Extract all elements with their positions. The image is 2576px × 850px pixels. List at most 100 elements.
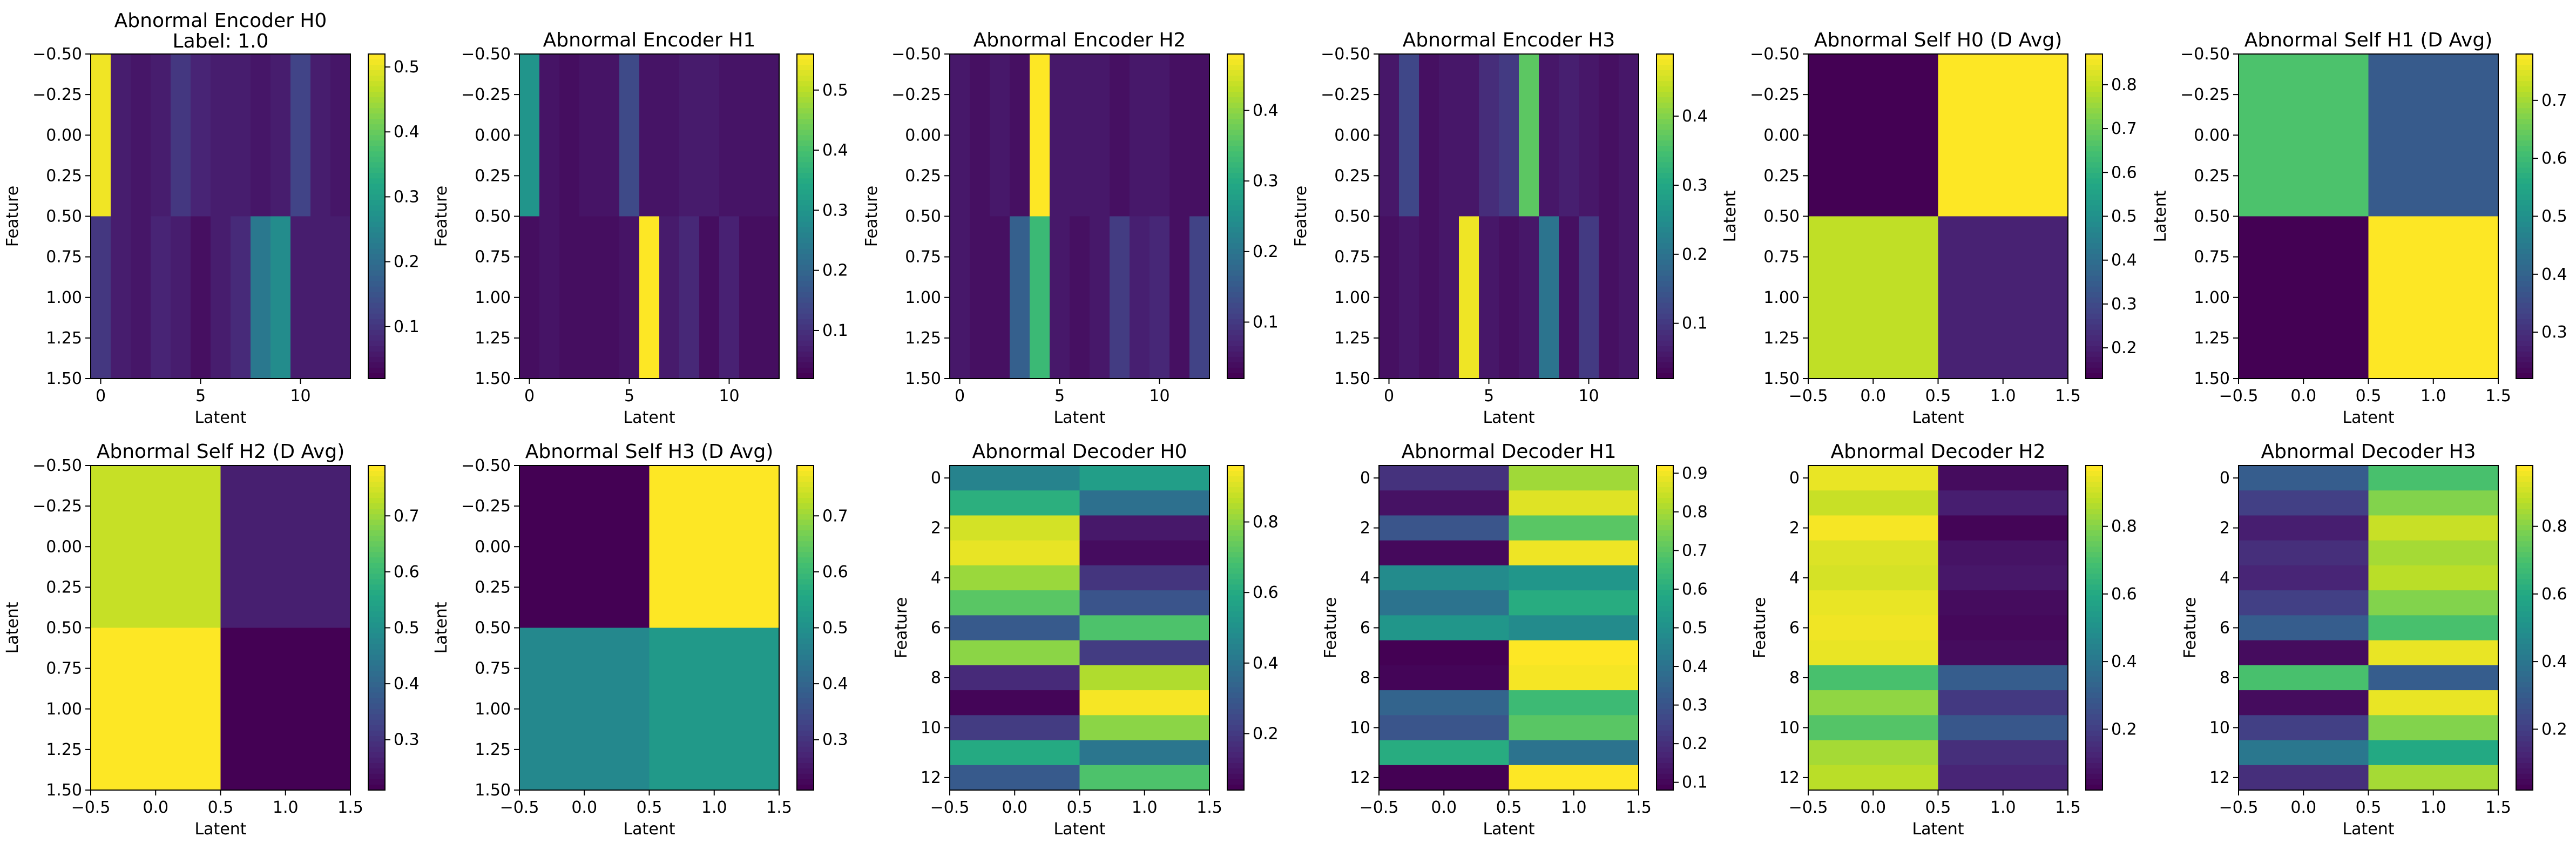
heatmap-cell (1938, 490, 2068, 516)
heatmap-cell (231, 216, 251, 379)
y-tick-label: −0.50 (1321, 45, 1370, 64)
colorbar-segment (797, 70, 814, 76)
x-tick-label: 1.5 (2485, 798, 2511, 817)
colorbar-segment (797, 167, 814, 174)
colorbar-segment (368, 622, 385, 629)
colorbar-segment (1657, 530, 1673, 537)
colorbar-segment (1657, 238, 1673, 244)
colorbar-segment (368, 119, 385, 125)
colorbar-segment (1657, 752, 1673, 758)
colorbar-segment (1657, 108, 1673, 114)
colorbar-segment (2516, 200, 2533, 206)
colorbar-segment (1657, 119, 1673, 125)
heatmap-panel: Abnormal Decoder H3 −0.5 0.0 0.5 1.0 1.5 0 2 4 6 8… (2181, 441, 2567, 839)
heatmap-cell (1479, 54, 1499, 217)
y-tick-label: 1.00 (475, 288, 511, 307)
y-tick-label: 0.00 (475, 537, 511, 556)
colorbar-segment (2516, 70, 2533, 76)
colorbar-segment (797, 725, 814, 731)
heatmap-cell (1808, 715, 1939, 741)
y-tick-label: 0.50 (1334, 207, 1370, 226)
colorbar-segment (797, 130, 814, 136)
colorbar-segment (1227, 162, 1244, 168)
colorbar-segment (1227, 709, 1244, 715)
colorbar-segment (2086, 292, 2102, 298)
y-tick-label: −0.50 (32, 45, 82, 64)
y-tick-label: 0.00 (46, 537, 82, 556)
colorbar-segment (1227, 70, 1244, 76)
colorbar-segment (368, 292, 385, 298)
colorbar-segment (368, 140, 385, 147)
colorbar-segment (2086, 167, 2102, 174)
colorbar-segment (1657, 167, 1673, 174)
colorbar-segment (2086, 103, 2102, 109)
colorbar-segment (2086, 194, 2102, 201)
colorbar-segment (368, 466, 385, 471)
heatmap-cell (1079, 466, 1210, 491)
colorbar-segment (368, 211, 385, 217)
x-tick-label: 0.0 (1002, 798, 1027, 817)
y-axis-label: Feature (862, 186, 881, 247)
x-tick-label: 0 (524, 387, 535, 406)
colorbar-segment (1657, 248, 1673, 255)
colorbar-segment (1657, 194, 1673, 201)
heatmap-cell (1938, 540, 2068, 566)
colorbar-segment (1227, 113, 1244, 119)
colorbar-segment (797, 665, 814, 672)
x-tick-label: 1.5 (2055, 387, 2081, 406)
x-tick-label: 0 (96, 387, 106, 406)
colorbar-segment (797, 509, 814, 515)
colorbar-segment (2516, 660, 2533, 666)
colorbar-segment (797, 649, 814, 656)
colorbar-segment (368, 601, 385, 607)
heatmap-cell (2368, 665, 2499, 691)
panel-title: Abnormal Self H3 (D Avg) (525, 441, 774, 463)
colorbar-segment (2086, 302, 2102, 309)
y-axis-label: Feature (432, 186, 451, 247)
colorbar-segment (2086, 54, 2102, 60)
colorbar-segment (2516, 574, 2533, 580)
colorbar-segment (2086, 466, 2102, 471)
colorbar-segment (368, 763, 385, 769)
colorbar-segment (2516, 86, 2533, 92)
heatmap-cell (2239, 715, 2369, 741)
heatmap-cell (579, 216, 600, 379)
colorbar-segment (1657, 671, 1673, 677)
colorbar-segment (797, 151, 814, 158)
colorbar-segment (1227, 503, 1244, 509)
colorbar-segment (2086, 595, 2102, 602)
colorbar-segment (797, 221, 814, 228)
colorbar-segment (1657, 173, 1673, 179)
colorbar-tick-label: 0.2 (2111, 720, 2137, 739)
heatmap-cell (639, 54, 660, 217)
heatmap-cell (1379, 740, 1510, 766)
colorbar-segment (2086, 97, 2102, 103)
colorbar-segment (368, 606, 385, 612)
colorbar-segment (2086, 476, 2102, 482)
colorbar-segment (2086, 736, 2102, 742)
colorbar-segment (797, 81, 814, 87)
colorbar-segment (797, 730, 814, 737)
colorbar-segment (1227, 238, 1244, 244)
colorbar-segment (2086, 579, 2102, 585)
colorbar-segment (368, 254, 385, 260)
heatmap-cell (151, 54, 171, 217)
colorbar-segment (2516, 367, 2533, 374)
x-tick-label: −0.5 (930, 798, 970, 817)
y-tick-label: 0.75 (1763, 248, 1800, 267)
colorbar-segment (368, 302, 385, 309)
heatmap-cell (1439, 54, 1459, 217)
colorbar-segment (2516, 324, 2533, 330)
heatmap-cell (970, 54, 990, 217)
heatmap-cell (1079, 740, 1210, 766)
colorbar-segment (2086, 655, 2102, 661)
colorbar-segment (2516, 736, 2533, 742)
colorbar-segment (1657, 205, 1673, 212)
colorbar-segment (797, 671, 814, 677)
y-tick-label: 6 (1360, 619, 1370, 638)
y-tick-label: 1.25 (1334, 329, 1370, 348)
y-tick-label: 0.25 (1763, 166, 1800, 185)
colorbar-tick-label: 0.4 (822, 674, 848, 693)
colorbar-segment (1227, 763, 1244, 769)
